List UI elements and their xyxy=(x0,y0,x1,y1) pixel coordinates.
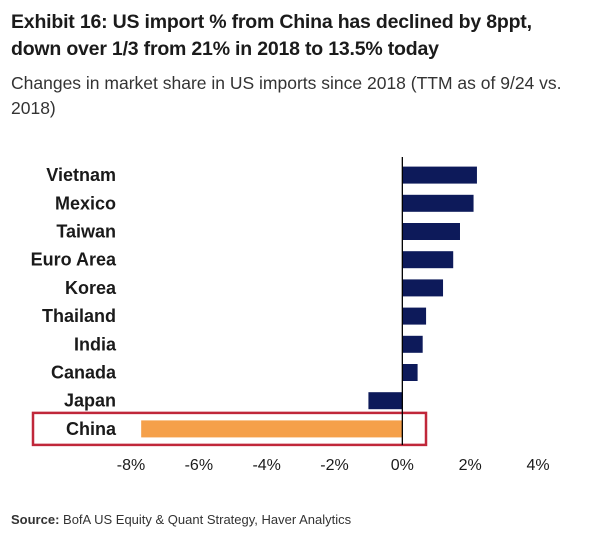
category-label-korea: Korea xyxy=(65,278,117,298)
bar-vietnam xyxy=(402,166,477,184)
category-label-vietnam: Vietnam xyxy=(46,165,116,185)
source-note: Source: BofA US Equity & Quant Strategy,… xyxy=(11,512,351,527)
bar-canada xyxy=(402,364,418,381)
x-tick-label: -6% xyxy=(185,457,213,474)
x-tick-label: -2% xyxy=(320,457,348,474)
category-label-mexico: Mexico xyxy=(55,193,116,213)
category-label-taiwan: Taiwan xyxy=(56,222,116,242)
category-label-thailand: Thailand xyxy=(42,306,116,326)
x-tick-label: 4% xyxy=(526,457,549,474)
highlight-box-china xyxy=(31,411,428,447)
bar-japan xyxy=(368,392,403,410)
x-tick-label: -4% xyxy=(252,457,280,474)
bar-china xyxy=(141,420,403,438)
bar-mexico xyxy=(402,194,474,212)
category-label-india: India xyxy=(74,334,117,354)
x-tick-label: -8% xyxy=(117,457,145,474)
source-label: Source: xyxy=(11,512,60,527)
bar-taiwan xyxy=(402,223,460,240)
bar-euro-area xyxy=(402,251,454,269)
x-tick-label: 0% xyxy=(391,457,414,474)
category-label-japan: Japan xyxy=(64,391,116,411)
category-label-euro-area: Euro Area xyxy=(31,250,117,270)
chart-subtitle: Changes in market share in US imports si… xyxy=(11,73,562,118)
x-tick-label: 2% xyxy=(459,457,482,474)
source-text: BofA US Equity & Quant Strategy, Haver A… xyxy=(63,512,352,527)
bar-india xyxy=(402,335,423,353)
category-label-china: China xyxy=(66,419,117,439)
bar-thailand xyxy=(402,307,427,325)
category-label-canada: Canada xyxy=(51,363,117,383)
chart-title: Exhibit 16: US import % from China has d… xyxy=(11,11,532,60)
bar-korea xyxy=(402,279,444,297)
